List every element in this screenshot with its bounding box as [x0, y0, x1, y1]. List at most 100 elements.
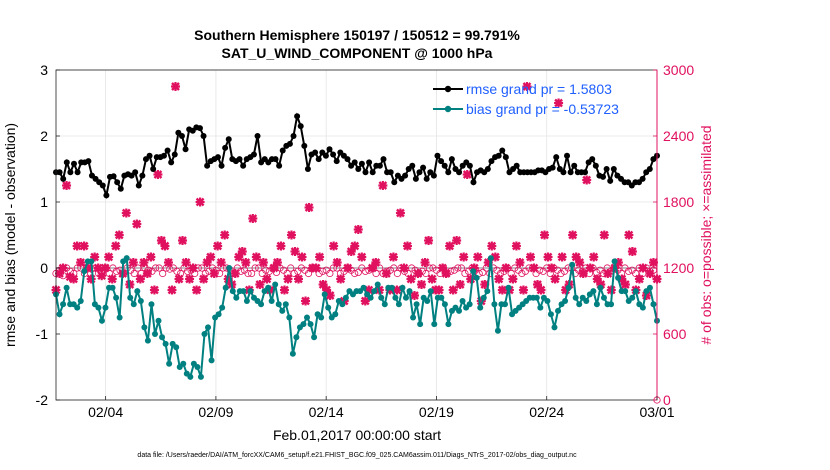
obs-possible-point [422, 269, 430, 278]
obs-assimilated-point [529, 263, 539, 273]
obs-assimilated-point [568, 230, 578, 240]
bias-point [166, 360, 173, 367]
rmse-point [240, 162, 247, 169]
obs-assimilated-point [424, 236, 434, 245]
bias-point [173, 344, 180, 351]
obs-assimilated-point [69, 274, 79, 284]
obs-assimilated-point [543, 252, 553, 262]
obs-assimilated-point [76, 258, 86, 267]
obs-assimilated-point [100, 263, 110, 273]
rmse-point [466, 162, 473, 169]
bias-point [272, 281, 279, 288]
bias-point [141, 324, 148, 331]
obs-assimilated-point [494, 274, 504, 284]
obs-possible-point [198, 264, 206, 272]
bias-point [565, 284, 572, 291]
obs-assimilated-point [413, 269, 423, 278]
obs-possible-point [287, 264, 295, 272]
bias-point [597, 284, 604, 291]
bias-point [325, 304, 332, 311]
obs-possible-point [251, 264, 259, 272]
obs-assimilated-point [452, 236, 462, 245]
obs-possible-point [429, 264, 437, 272]
bias-point [544, 298, 551, 304]
rmse-point [484, 166, 491, 172]
bias-point [197, 373, 204, 380]
bias-point [484, 288, 491, 295]
rmse-point [344, 156, 351, 163]
bias-point [148, 301, 155, 308]
bias-point [134, 288, 141, 295]
rmse-point [301, 142, 308, 149]
x-tick-label: 02/24 [529, 404, 564, 420]
obs-assimilated-point [325, 291, 335, 300]
rmse-point [132, 169, 139, 176]
bias-point [63, 284, 70, 291]
obs-assimilated-point [522, 82, 532, 91]
obs-assimilated-point [589, 252, 599, 262]
obs-assimilated-point [206, 252, 216, 262]
bias-point [279, 307, 286, 314]
bias-point [123, 255, 130, 262]
rmse-point [571, 162, 578, 169]
bias-point [456, 307, 463, 314]
rmse-point [603, 166, 610, 172]
obs-assimilated-point [540, 230, 550, 240]
rmse-point [315, 156, 322, 163]
bias-point [137, 298, 144, 304]
obs-assimilated-point [86, 274, 96, 284]
rmse-point [60, 175, 67, 182]
bias-point [399, 284, 406, 291]
obs-assimilated-point [230, 269, 240, 278]
obs-possible-point [159, 269, 167, 278]
bias-point [56, 311, 63, 318]
rmse-point [560, 169, 567, 176]
bias-point [151, 331, 158, 337]
bias-point [406, 288, 413, 295]
bias-point [162, 340, 169, 347]
bias-point [307, 321, 314, 328]
rmse-point [470, 179, 477, 186]
right-axis: 0 600 1200 1800 2400 3000 [653, 62, 694, 408]
obs-assimilated-point [311, 263, 321, 273]
bias-point [593, 301, 600, 308]
rmse-point [74, 169, 81, 176]
bias-point [289, 350, 296, 357]
rmse-point [513, 162, 520, 169]
obs-assimilated-point [111, 241, 121, 251]
obs-assimilated-point [276, 241, 286, 251]
bias-point [286, 314, 293, 321]
rmse-point [326, 146, 333, 153]
y-tick-label-left: 0 [40, 260, 48, 276]
rmse-point [495, 152, 502, 159]
bias-point [332, 311, 339, 318]
obs-possible-point [304, 269, 313, 278]
obs-assimilated-point [515, 258, 525, 267]
obs-assimilated-point [58, 263, 68, 273]
bias-point [562, 298, 569, 304]
bias-point [427, 288, 434, 295]
bias-point [304, 314, 311, 321]
y-tick-label-left: 3 [40, 62, 48, 78]
obs-assimilated-point [381, 269, 391, 278]
obs-assimilated-point [533, 280, 543, 289]
bias-point [491, 301, 498, 308]
rmse-point [416, 169, 423, 176]
obs-assimilated-point [199, 274, 209, 284]
bias-point [367, 294, 374, 301]
bias-point [180, 360, 187, 367]
x-tick-label: 02/04 [88, 404, 123, 420]
obs-assimilated-point [167, 285, 177, 295]
obs-assimilated-point [445, 241, 455, 251]
rmse-point [549, 164, 556, 171]
rmse-point [351, 159, 358, 166]
obs-assimilated-point [525, 252, 535, 262]
obs-assimilated-point [216, 258, 226, 267]
obs-possible-point [511, 264, 519, 272]
y-tick-label-left: -2 [36, 392, 49, 408]
bias-point [187, 373, 194, 380]
bias-point [608, 301, 615, 308]
rmse-point [448, 156, 455, 163]
obs-assimilated-point [262, 274, 272, 284]
bias-point [600, 294, 607, 301]
